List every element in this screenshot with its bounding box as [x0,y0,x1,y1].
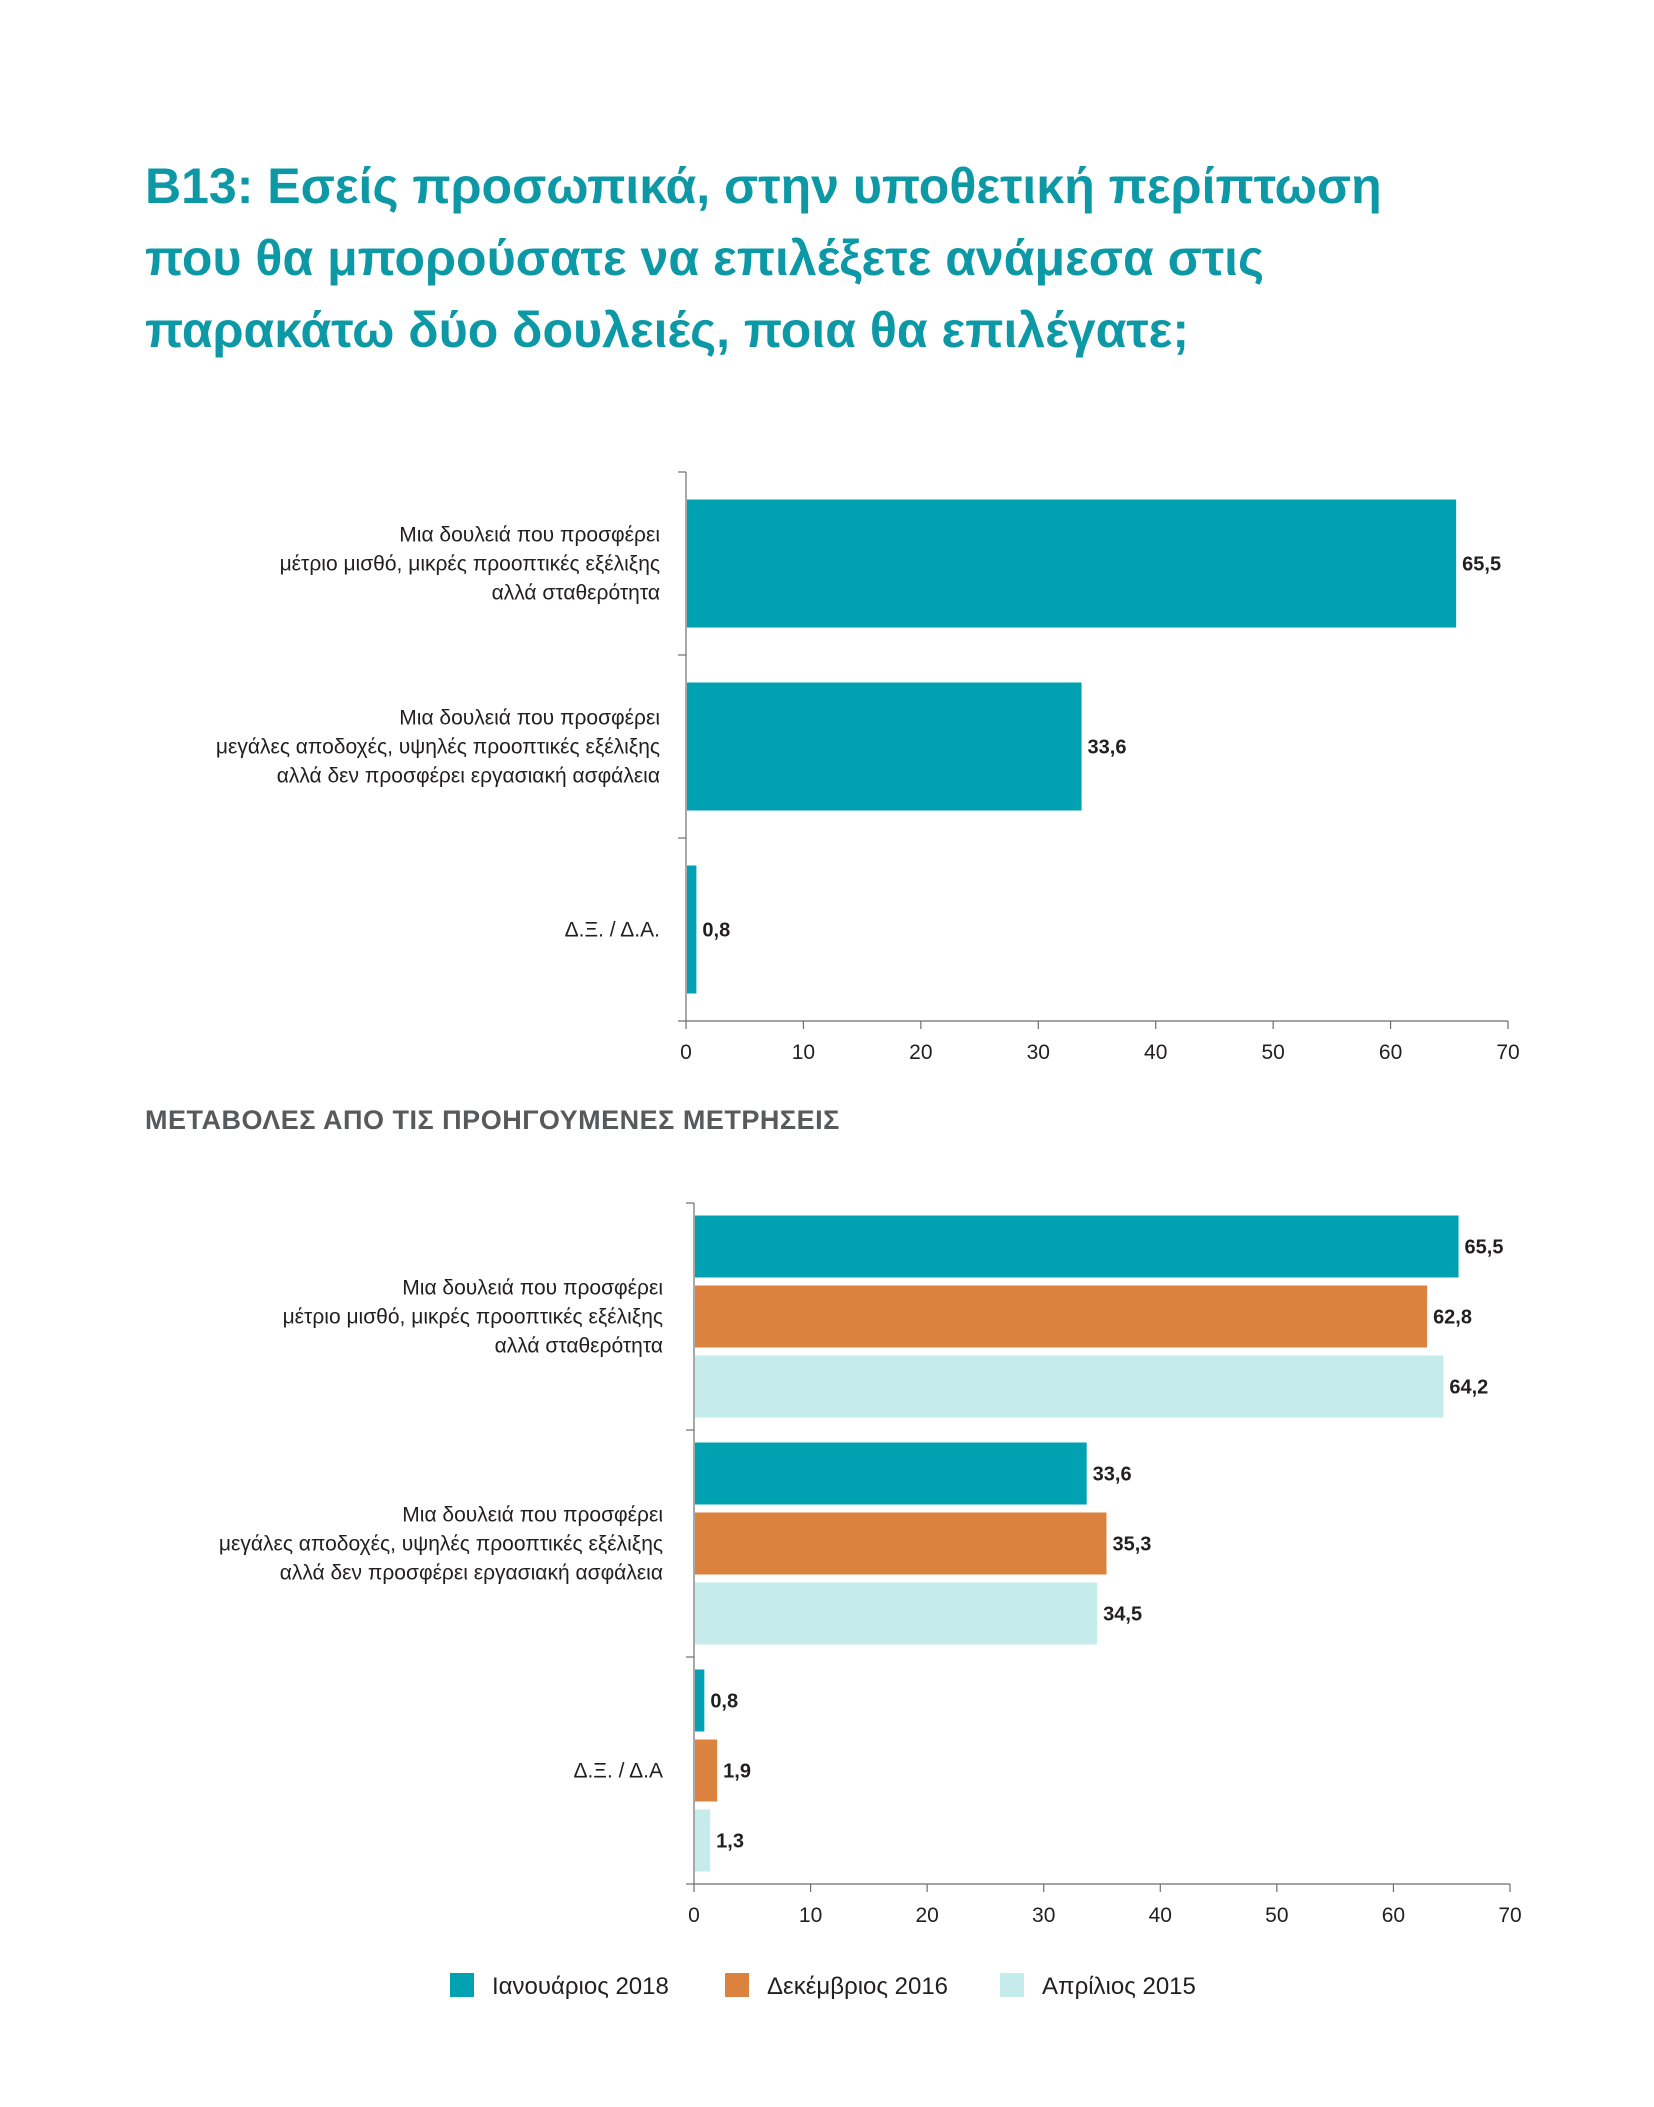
legend-swatch [1000,1973,1024,1997]
chart-comparison: 0 10 20 30 40 50 60 70 65,5 62,8 64,2 Μια δουλειά π… [219,1202,1522,1927]
data-label: 34,5 [1103,1604,1142,1626]
x-tick-label: 70 [1496,1041,1519,1064]
x-tick-label: 20 [915,1904,938,1927]
legend-label: Δεκέμβριος 2016 [767,1973,948,2000]
data-label: 33,6 [1093,1464,1132,1486]
data-label: 1,9 [723,1761,751,1783]
category-label-line: μεγάλες αποδοχές, υψηλές προοπτικές εξέλ… [219,1533,663,1556]
data-label: 62,8 [1433,1307,1472,1329]
legend-label: Απρίλιος 2015 [1042,1973,1196,2000]
x-tick-label: 20 [909,1041,932,1064]
bar [687,865,697,994]
category-label-line: αλλά δεν προσφέρει εργασιακή ασφάλεια [277,765,660,788]
category-label-line: μεγάλες αποδοχές, υψηλές προοπτικές εξέλ… [216,736,660,759]
bar [695,1215,1459,1278]
bar [695,1442,1087,1505]
x-tick-label: 50 [1261,1041,1284,1064]
category-label: Δ.Ξ. / Δ.Α. [565,919,660,942]
x-tick-label: 0 [680,1041,692,1064]
x-tick-label: 50 [1265,1904,1288,1927]
x-tick-label: 60 [1379,1041,1402,1064]
category-label: Δ.Ξ. / Δ.Α [573,1760,663,1783]
legend-label: Ιανουάριος 2018 [492,1973,669,2000]
x-tick-label: 10 [799,1904,822,1927]
data-label: 64,2 [1449,1377,1488,1399]
bar [695,1512,1107,1575]
category-label-line: Μια δουλειά που προσφέρει [399,524,660,547]
legend-swatch [450,1973,474,1997]
x-tick-label: 10 [792,1041,815,1064]
bar [695,1669,705,1732]
bar [695,1285,1428,1348]
category-label-line: Μια δουλειά που προσφέρει [402,1277,663,1300]
x-tick-label: 60 [1382,1904,1405,1927]
page-title: B13: Εσείς προσωπικά, στην υποθετική περ… [145,158,1382,358]
data-label: 65,5 [1465,1237,1504,1259]
category-label-line: μέτριο μισθό, μικρές προοπτικές εξέλιξης [283,1306,663,1329]
data-label: 0,8 [702,920,730,942]
section-subtitle: ΜΕΤΑΒΟΛΕΣ ΑΠΟ ΤΙΣ ΠΡΟΗΓΟΥΜΕΝΕΣ ΜΕΤΡΗΣΕΙΣ [145,1105,840,1135]
category-label-line: αλλά σταθερότητα [492,582,660,605]
x-tick-label: 0 [688,1904,700,1927]
x-tick-label: 30 [1032,1904,1055,1927]
category-label-line: Δ.Ξ. / Δ.Α. [565,919,660,942]
bar [695,1809,711,1872]
data-label: 65,5 [1462,554,1501,576]
data-label: 0,8 [710,1691,738,1713]
chart-current: 0 10 20 30 40 50 60 70 65,5 Μια δουλειά που προσφ… [216,471,1520,1064]
category-label: Μια δουλειά που προσφέρει μέτριο μισθό, μ… [283,1277,664,1358]
bar [695,1739,718,1802]
bar [687,499,1457,628]
bar [687,682,1082,811]
x-tick-label: 70 [1498,1904,1521,1927]
x-tick-label: 40 [1144,1041,1167,1064]
data-label: 1,3 [716,1831,744,1853]
category-label-line: αλλά σταθερότητα [495,1335,663,1358]
data-label: 35,3 [1112,1534,1151,1556]
category-label-line: μέτριο μισθό, μικρές προοπτικές εξέλιξης [280,553,660,576]
chart-legend: Ιανουάριος 2018 Δεκέμβριος 2016 Απρίλιος 2… [450,1973,1196,2000]
x-tick-label: 40 [1149,1904,1172,1927]
data-label: 33,6 [1088,737,1127,759]
category-label-line: αλλά δεν προσφέρει εργασιακή ασφάλεια [280,1562,663,1585]
category-label: Μια δουλειά που προσφέρει μέτριο μισθό, μ… [280,524,661,605]
category-label-line: Δ.Ξ. / Δ.Α [573,1760,663,1783]
category-label: Μια δουλειά που προσφέρει μεγάλες αποδοχέ… [216,707,660,788]
category-label-line: Μια δουλειά που προσφέρει [402,1504,663,1527]
bar [695,1355,1444,1418]
category-label-line: Μια δουλειά που προσφέρει [399,707,660,730]
legend-swatch [725,1973,749,1997]
x-tick-label: 30 [1027,1041,1050,1064]
category-label: Μια δουλειά που προσφέρει μεγάλες αποδοχέ… [219,1504,663,1585]
bar [695,1582,1098,1645]
